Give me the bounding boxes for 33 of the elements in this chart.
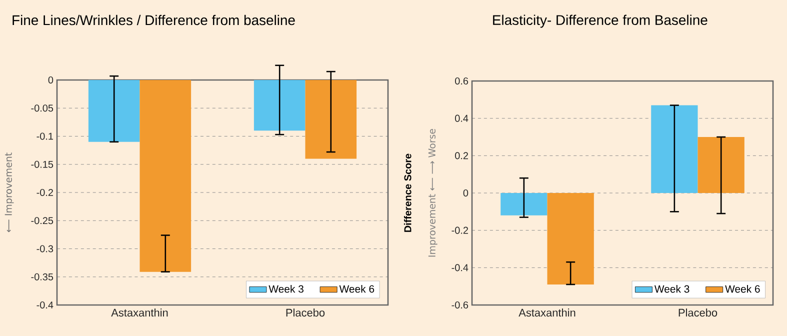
- x-tick-label: Astaxanthin: [111, 308, 168, 317]
- y-tick-label: -0.3: [36, 245, 54, 252]
- chart-title: Fine Lines/Wrinkles / Difference from baseline: [12, 14, 295, 26]
- y-tick-label: -0.4: [36, 301, 54, 309]
- y-tick-label: -0.1: [36, 132, 53, 140]
- y-tick-label: -0.15: [31, 160, 54, 168]
- bar: [500, 193, 548, 216]
- y-axis-title: ⟵ Improvement: [4, 152, 14, 232]
- y-tick-label: -0.25: [31, 217, 54, 224]
- y-tick-label: 0: [463, 189, 468, 197]
- x-tick-label: Placebo: [286, 308, 325, 317]
- y-tick-label: -0.05: [31, 104, 54, 112]
- bar: [698, 137, 744, 193]
- x-tick-label: Astaxanthin: [518, 308, 576, 317]
- legend-label: Week 6: [339, 284, 374, 293]
- bar: [547, 193, 594, 284]
- y-tick-label: -0.2: [452, 226, 468, 234]
- y-tick-label: -0.6: [452, 301, 468, 309]
- y-tick-label: -0.35: [31, 273, 54, 280]
- legend-label: Week 3: [268, 284, 304, 293]
- y-tick-label: -0.2: [36, 188, 53, 196]
- legend-label: Week 6: [725, 285, 760, 293]
- y-tick-label: 0.6: [455, 77, 468, 85]
- y-tick-label: 0: [48, 76, 54, 84]
- chart-title: Elasticity- Difference from Baseline: [493, 14, 708, 28]
- legend-label: Week 3: [654, 285, 690, 293]
- y-tick-label: 0.4: [455, 114, 468, 122]
- bar: [651, 105, 698, 193]
- y-tick-label: 0.2: [455, 152, 468, 160]
- x-tick-label: Placebo: [678, 308, 718, 317]
- y-axis-title: Difference Score: [404, 154, 412, 232]
- text: Improvement ⟵ ⟶ Worse: [428, 128, 438, 257]
- y-tick-label: -0.4: [452, 264, 468, 272]
